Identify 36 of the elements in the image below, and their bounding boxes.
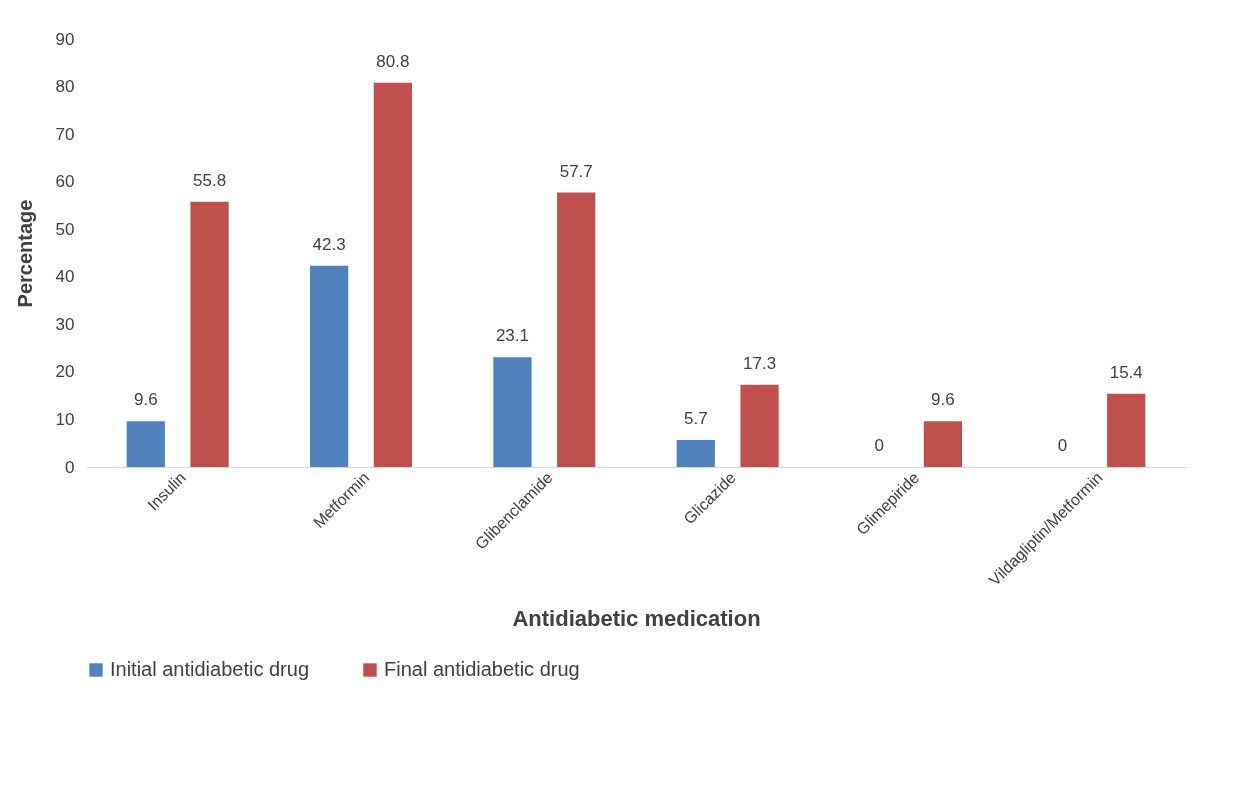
y-tick-label: 70 [55, 124, 75, 144]
data-label: 5.7 [683, 408, 708, 428]
y-tick-label: 30 [55, 314, 75, 334]
y-tick-label: 90 [55, 29, 75, 49]
bar [493, 357, 532, 467]
legend-label: Final antidiabetic drug [384, 658, 580, 680]
bar [373, 82, 413, 467]
y-tick-label: 50 [55, 219, 75, 239]
bar [190, 201, 229, 467]
data-label: 80.8 [376, 51, 410, 71]
bar [740, 384, 779, 467]
data-label: 15.4 [1109, 362, 1143, 382]
bar [557, 192, 596, 467]
data-label: 0 [1057, 436, 1068, 455]
y-tick-label: 10 [55, 409, 75, 429]
data-label: 57.7 [559, 161, 593, 181]
y-tick-label: 60 [55, 172, 75, 192]
data-label: 9.6 [931, 390, 955, 410]
y-tick-label: 40 [55, 267, 75, 287]
data-label: 23.1 [495, 326, 529, 346]
data-label: 17.3 [743, 353, 777, 373]
y-tick-label: 80 [55, 77, 75, 97]
y-tick-label: 0 [65, 457, 75, 477]
data-label: 0 [874, 436, 884, 455]
data-label: 9.6 [133, 390, 158, 410]
data-label: 42.3 [312, 234, 346, 254]
x-axis-title: Antidiabetic medication [512, 605, 761, 631]
y-tick-label: 20 [55, 362, 75, 382]
data-label: 55.8 [193, 170, 227, 190]
bar [1107, 393, 1146, 467]
bar [676, 439, 715, 467]
bar [309, 265, 349, 467]
bar [126, 421, 165, 467]
bar [923, 421, 963, 467]
y-axis-title: Percentage [13, 199, 36, 308]
legend-label: Initial antidiabetic drug [110, 658, 310, 680]
